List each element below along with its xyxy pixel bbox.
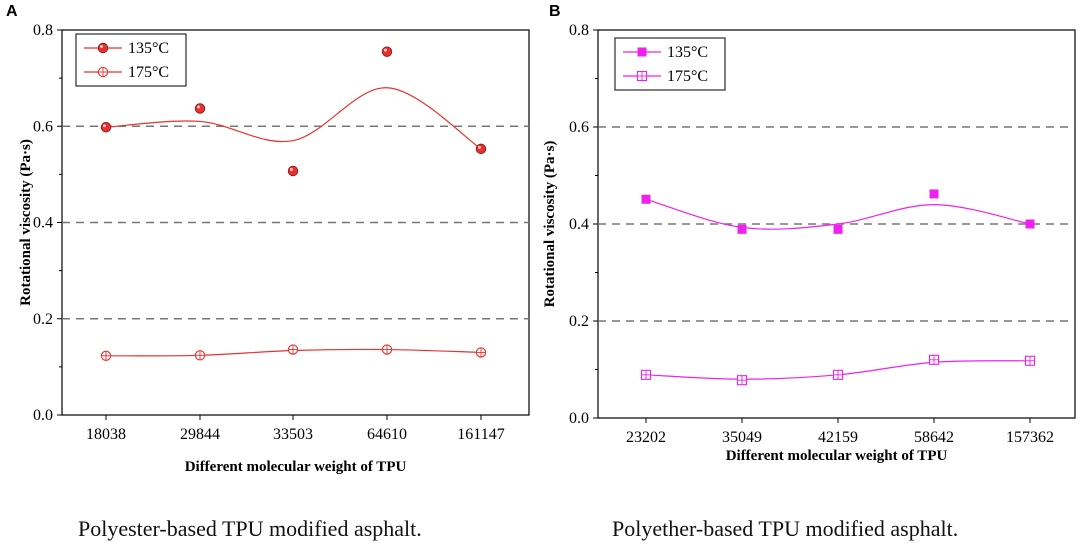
panel-a-caption: Polyester-based TPU modified asphalt. (78, 516, 422, 541)
panel-a-legend-marker (97, 42, 109, 54)
panel-a-y-axis: 0.0 0.2 0.4 0.6 0.8 (33, 22, 62, 424)
panel-a-y-tick-label: 0.2 (33, 311, 53, 328)
panel-b-x-tick-label: 23202 (626, 429, 666, 446)
panel-a-y-tick-label: 0.4 (33, 215, 53, 232)
panel-b: B 0.0 0.2 0.4 0.6 0.8 23202 35049 42159 58642 15… (542, 3, 1076, 464)
panel-a-y-tick-label: 0.8 (33, 22, 53, 39)
panel-a-series-135-point (381, 46, 393, 57)
panel-a-legend-item-135: 135°C (84, 40, 169, 57)
panel-b-legend-box (614, 37, 726, 91)
panel-a-series-135-point (287, 165, 299, 177)
panel-b-series-175-point (832, 369, 844, 380)
panel-a-x-tick-label: 161147 (457, 426, 504, 443)
panel-b-y-tick-label: 0.0 (569, 410, 589, 427)
panel-b-legend-item-135: 135°C (623, 44, 708, 61)
panel-a: A 0.0 0.2 0.4 0.6 0.8 18038 29844 33503 64610 16… (6, 3, 530, 475)
panel-b-caption: Polyether-based TPU modified asphalt. (612, 516, 959, 541)
panel-b-legend: 135°C 175°C (614, 37, 726, 91)
panel-a-series-175-point (287, 344, 299, 355)
panel-a-x-tick-label: 33503 (273, 426, 313, 443)
panel-a-series-135-point (475, 143, 487, 155)
panel-b-series-135-point (1025, 219, 1035, 229)
panel-b-y-axis-label: Rotational viscosity (Pa·s) (542, 141, 558, 308)
panel-b-series-135-point (833, 224, 843, 234)
panel-a-legend: 135°C 175°C (75, 33, 187, 87)
panel-a-legend-item-175: 175°C (84, 64, 169, 81)
panel-a-legend-label-135: 135°C (128, 40, 169, 57)
panel-a-x-tick-label: 64610 (367, 426, 407, 443)
panel-b-y-tick-label: 0.6 (569, 119, 589, 136)
panel-a-series (100, 46, 487, 361)
panel-b-legend-marker (637, 47, 647, 57)
panel-b-y-tick-label: 0.2 (569, 313, 589, 330)
panel-a-series-175-point (100, 350, 112, 361)
panel-a-series-175-point (194, 350, 206, 361)
panel-b-legend-label-135: 135°C (667, 44, 708, 61)
panel-b-series-135-point (929, 189, 939, 199)
panel-b-series-135-fit-curve (645, 198, 1031, 230)
panel-a-x-tick-label: 29844 (180, 426, 220, 443)
panel-b-legend-marker (636, 70, 648, 82)
panel-a-y-tick-label: 0.0 (33, 407, 53, 424)
panel-a-x-axis-label: Different molecular weight of TPU (185, 459, 407, 475)
panel-a-letter: A (6, 3, 18, 20)
panel-a-x-tick-label: 18038 (86, 426, 126, 443)
panel-b-series (640, 189, 1036, 386)
panel-a-series-135-point (100, 122, 112, 133)
panel-a-series-135-point (194, 103, 206, 114)
panel-b-series-175-point (736, 375, 748, 386)
panel-b-letter: B (549, 3, 561, 20)
panel-a-y-tick-label: 0.6 (33, 118, 53, 135)
panel-a-legend-marker (97, 66, 109, 78)
panel-a-series-175-point (475, 347, 487, 358)
panel-a-gridlines (62, 125, 529, 320)
panel-b-x-axis-label: Different molecular weight of TPU (726, 448, 948, 464)
panel-b-series-175-point (1024, 355, 1036, 366)
panel-b-legend-label-175: 175°C (667, 68, 708, 85)
panel-a-series-175-point (381, 344, 393, 355)
panel-a-x-axis: 18038 29844 33503 64610 161147 (86, 415, 505, 443)
panel-b-y-tick-label: 0.8 (569, 22, 589, 39)
panel-b-legend-item-175: 175°C (623, 68, 708, 85)
panel-b-series-135-point (641, 194, 651, 204)
panel-b-series-175-point (928, 354, 940, 365)
panel-a-legend-label-175: 175°C (128, 64, 169, 81)
panel-b-series-135-point (737, 224, 747, 234)
panel-a-series-135-fit-curve (105, 87, 482, 150)
panel-b-y-axis: 0.0 0.2 0.4 0.6 0.8 (569, 22, 598, 427)
panel-b-y-tick-label: 0.4 (569, 216, 589, 233)
panel-b-x-tick-label: 35049 (722, 429, 762, 446)
panel-b-x-axis: 23202 35049 42159 58642 157362 (626, 418, 1054, 446)
panel-b-x-tick-label: 157362 (1006, 429, 1054, 446)
panel-b-series-175-point (640, 369, 652, 380)
panel-a-y-axis-label: Rotational viscosity (Pa·s) (18, 139, 34, 306)
panel-a-legend-box (75, 33, 187, 87)
panel-b-x-tick-label: 58642 (914, 429, 954, 446)
panel-b-x-tick-label: 42159 (818, 429, 858, 446)
